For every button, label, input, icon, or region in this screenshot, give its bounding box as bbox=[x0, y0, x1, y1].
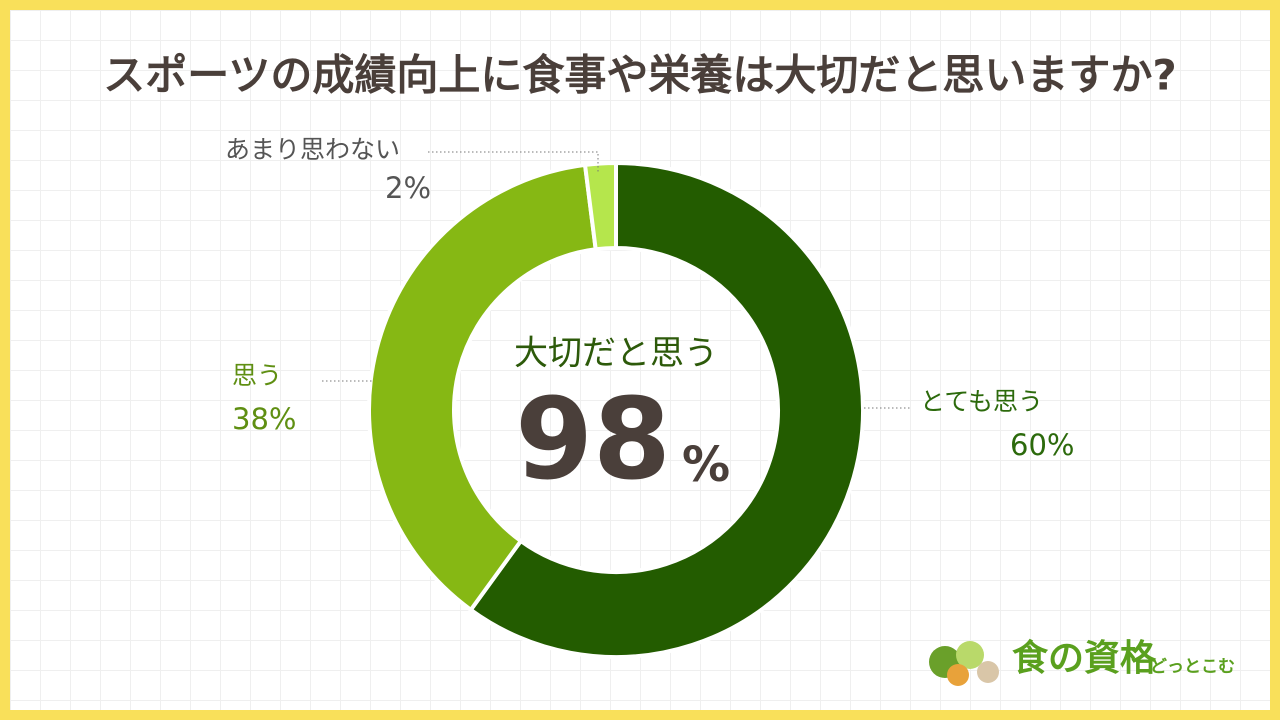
donut-segment bbox=[367, 162, 598, 613]
logo: 食の資格 どっとこむ bbox=[929, 638, 1235, 686]
value-label: 60% bbox=[1010, 428, 1074, 462]
center-text: 大切だと思う bbox=[514, 334, 718, 374]
donut-segment bbox=[582, 160, 618, 252]
center-value: 98 bbox=[515, 375, 671, 505]
logo-sub: どっとこむ bbox=[1150, 657, 1235, 677]
legend-label: あまり思わない bbox=[225, 135, 400, 164]
center-unit: % bbox=[682, 437, 730, 493]
legend-label: 思う bbox=[232, 361, 282, 390]
legend-label: とても思う bbox=[920, 387, 1043, 416]
value-label: 38% bbox=[232, 402, 296, 436]
donut-segment bbox=[468, 160, 865, 659]
leader-line bbox=[428, 151, 599, 172]
chart-title: スポーツの成績向上に食事や栄養は大切だと思いますか? bbox=[103, 51, 1177, 100]
logo-icon bbox=[956, 641, 984, 669]
logo-icon bbox=[977, 661, 999, 683]
logo-icon bbox=[947, 664, 969, 686]
logo-main: 食の資格 bbox=[1012, 638, 1157, 679]
value-label: 2% bbox=[385, 171, 431, 205]
